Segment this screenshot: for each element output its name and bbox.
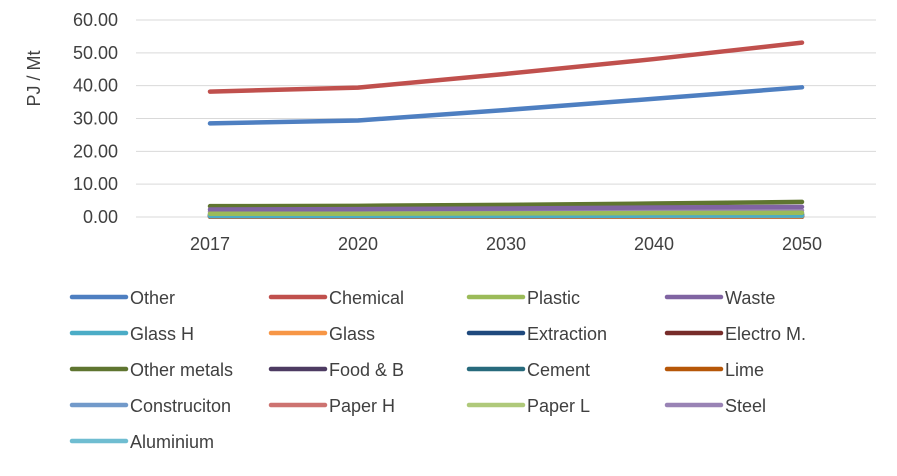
legend-item: Construciton <box>69 396 231 416</box>
axes: 0.00 10.00 20.00 30.00 40.00 50.00 60.00 PJ / M… <box>24 10 822 254</box>
y-axis-label: PJ / Mt <box>24 50 44 106</box>
y-tick-label: 10.00 <box>73 174 118 194</box>
legend-label: Glass <box>329 324 375 344</box>
legend-label: Food & B <box>329 360 404 380</box>
legend-item: Paper H <box>268 396 395 416</box>
legend-item: Lime <box>664 360 764 380</box>
legend-label: Paper H <box>329 396 395 416</box>
y-tick-label: 30.00 <box>73 109 118 129</box>
legend-item: Other <box>69 288 175 308</box>
legend: Other Chemical Plastic Waste Glass H Glass Ext… <box>69 288 806 452</box>
y-tick-label: 0.00 <box>83 207 118 227</box>
legend-item: Electro M. <box>664 324 806 344</box>
legend-label: Lime <box>725 360 764 380</box>
legend-item: Paper L <box>466 396 590 416</box>
series-lines <box>207 40 805 219</box>
y-tick-label: 60.00 <box>73 10 118 30</box>
series-line-waste <box>207 204 805 212</box>
legend-item: Cement <box>466 360 590 380</box>
x-tick-label: 2020 <box>338 234 378 254</box>
legend-label: Cement <box>527 360 590 380</box>
x-tick-label: 2050 <box>782 234 822 254</box>
legend-item: Aluminium <box>69 432 214 452</box>
gridlines <box>136 19 876 218</box>
y-tick-label: 50.00 <box>73 43 118 63</box>
series-line-other-metals <box>207 199 805 209</box>
x-tick-label: 2030 <box>486 234 526 254</box>
series-line-chemical <box>207 40 805 94</box>
legend-item: Steel <box>664 396 766 416</box>
legend-item: Waste <box>664 288 775 308</box>
legend-label: Steel <box>725 396 766 416</box>
legend-item: Glass <box>268 324 375 344</box>
legend-item: Extraction <box>466 324 607 344</box>
legend-item: Chemical <box>268 288 404 308</box>
legend-label: Glass H <box>130 324 194 344</box>
legend-label: Electro M. <box>725 324 806 344</box>
legend-label: Aluminium <box>130 432 214 452</box>
y-tick-label: 20.00 <box>73 141 118 161</box>
legend-label: Other <box>130 288 175 308</box>
legend-label: Plastic <box>527 288 580 308</box>
y-tick-label: 40.00 <box>73 76 118 96</box>
legend-item: Glass H <box>69 324 194 344</box>
x-tick-label: 2040 <box>634 234 674 254</box>
series-line-other <box>207 85 805 126</box>
legend-label: Other metals <box>130 360 233 380</box>
legend-label: Waste <box>725 288 775 308</box>
legend-label: Chemical <box>329 288 404 308</box>
legend-label: Extraction <box>527 324 607 344</box>
legend-label: Paper L <box>527 396 590 416</box>
legend-item: Other metals <box>69 360 233 380</box>
series-line-plastic <box>207 210 805 216</box>
legend-item: Food & B <box>268 360 404 380</box>
x-tick-label: 2017 <box>190 234 230 254</box>
legend-item: Plastic <box>466 288 580 308</box>
legend-label: Construciton <box>130 396 231 416</box>
